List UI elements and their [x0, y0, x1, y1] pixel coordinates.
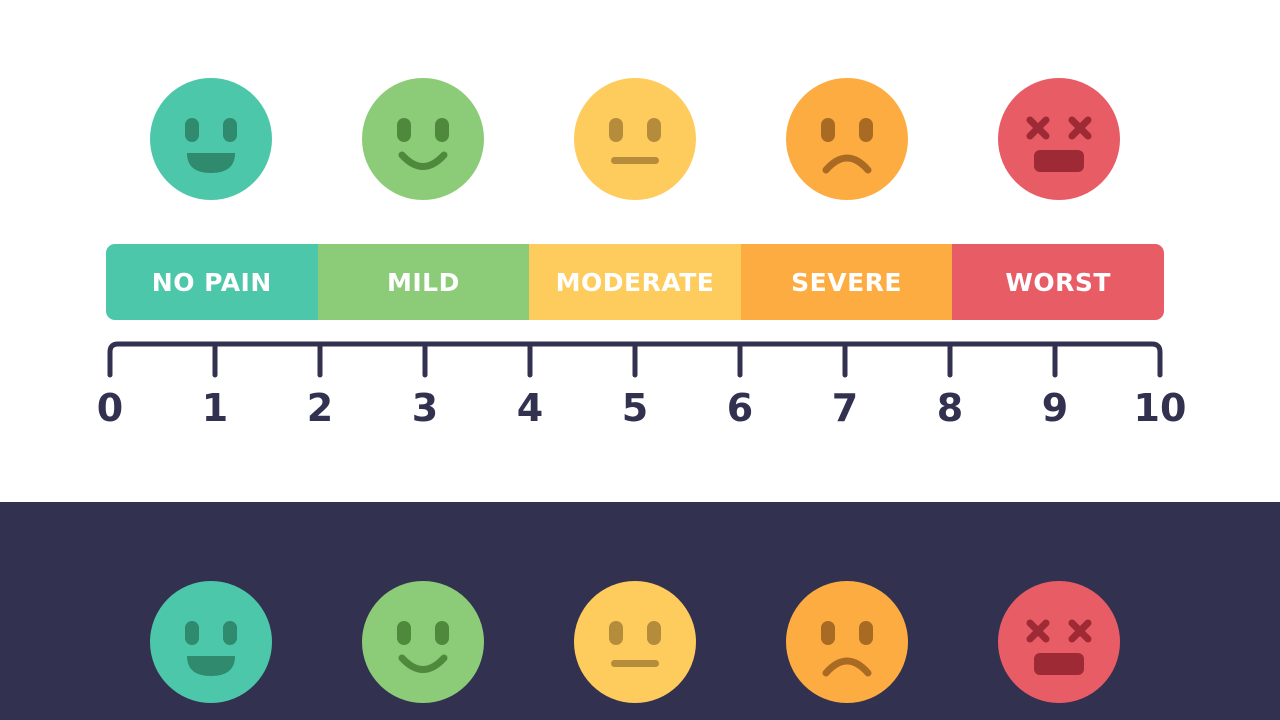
smiling-face-icon	[362, 581, 484, 703]
segment-moderate: MODERATE	[529, 244, 741, 320]
tick-label-8: 8	[936, 386, 964, 430]
laughing-face-icon	[150, 78, 272, 200]
segment-severe: SEVERE	[740, 244, 953, 320]
tick-label-7: 7	[831, 386, 859, 430]
segment-no-pain: NO PAIN	[106, 244, 318, 320]
segment-mild: MILD	[317, 244, 530, 320]
pain-scale-bar: NO PAIN MILD MODERATE SEVERE WORST	[106, 244, 1164, 320]
neutral-face-icon	[574, 581, 696, 703]
tick-label-2: 2	[306, 386, 334, 430]
neutral-face-icon	[574, 78, 696, 200]
dizzy-face-icon	[998, 581, 1120, 703]
tick-label-4: 4	[516, 386, 544, 430]
laughing-face-icon	[150, 581, 272, 703]
number-ruler	[107, 341, 1163, 378]
tick-label-9: 9	[1041, 386, 1069, 430]
smiling-face-icon	[362, 78, 484, 200]
frowning-face-icon	[786, 78, 908, 200]
tick-label-6: 6	[726, 386, 754, 430]
dizzy-face-icon	[998, 78, 1120, 200]
tick-label-3: 3	[411, 386, 439, 430]
frowning-face-icon	[786, 581, 908, 703]
tick-label-10: 10	[1133, 386, 1187, 430]
tick-label-1: 1	[201, 386, 229, 430]
tick-label-0: 0	[96, 386, 124, 430]
tick-label-5: 5	[621, 386, 649, 430]
segment-worst: WORST	[952, 244, 1164, 320]
